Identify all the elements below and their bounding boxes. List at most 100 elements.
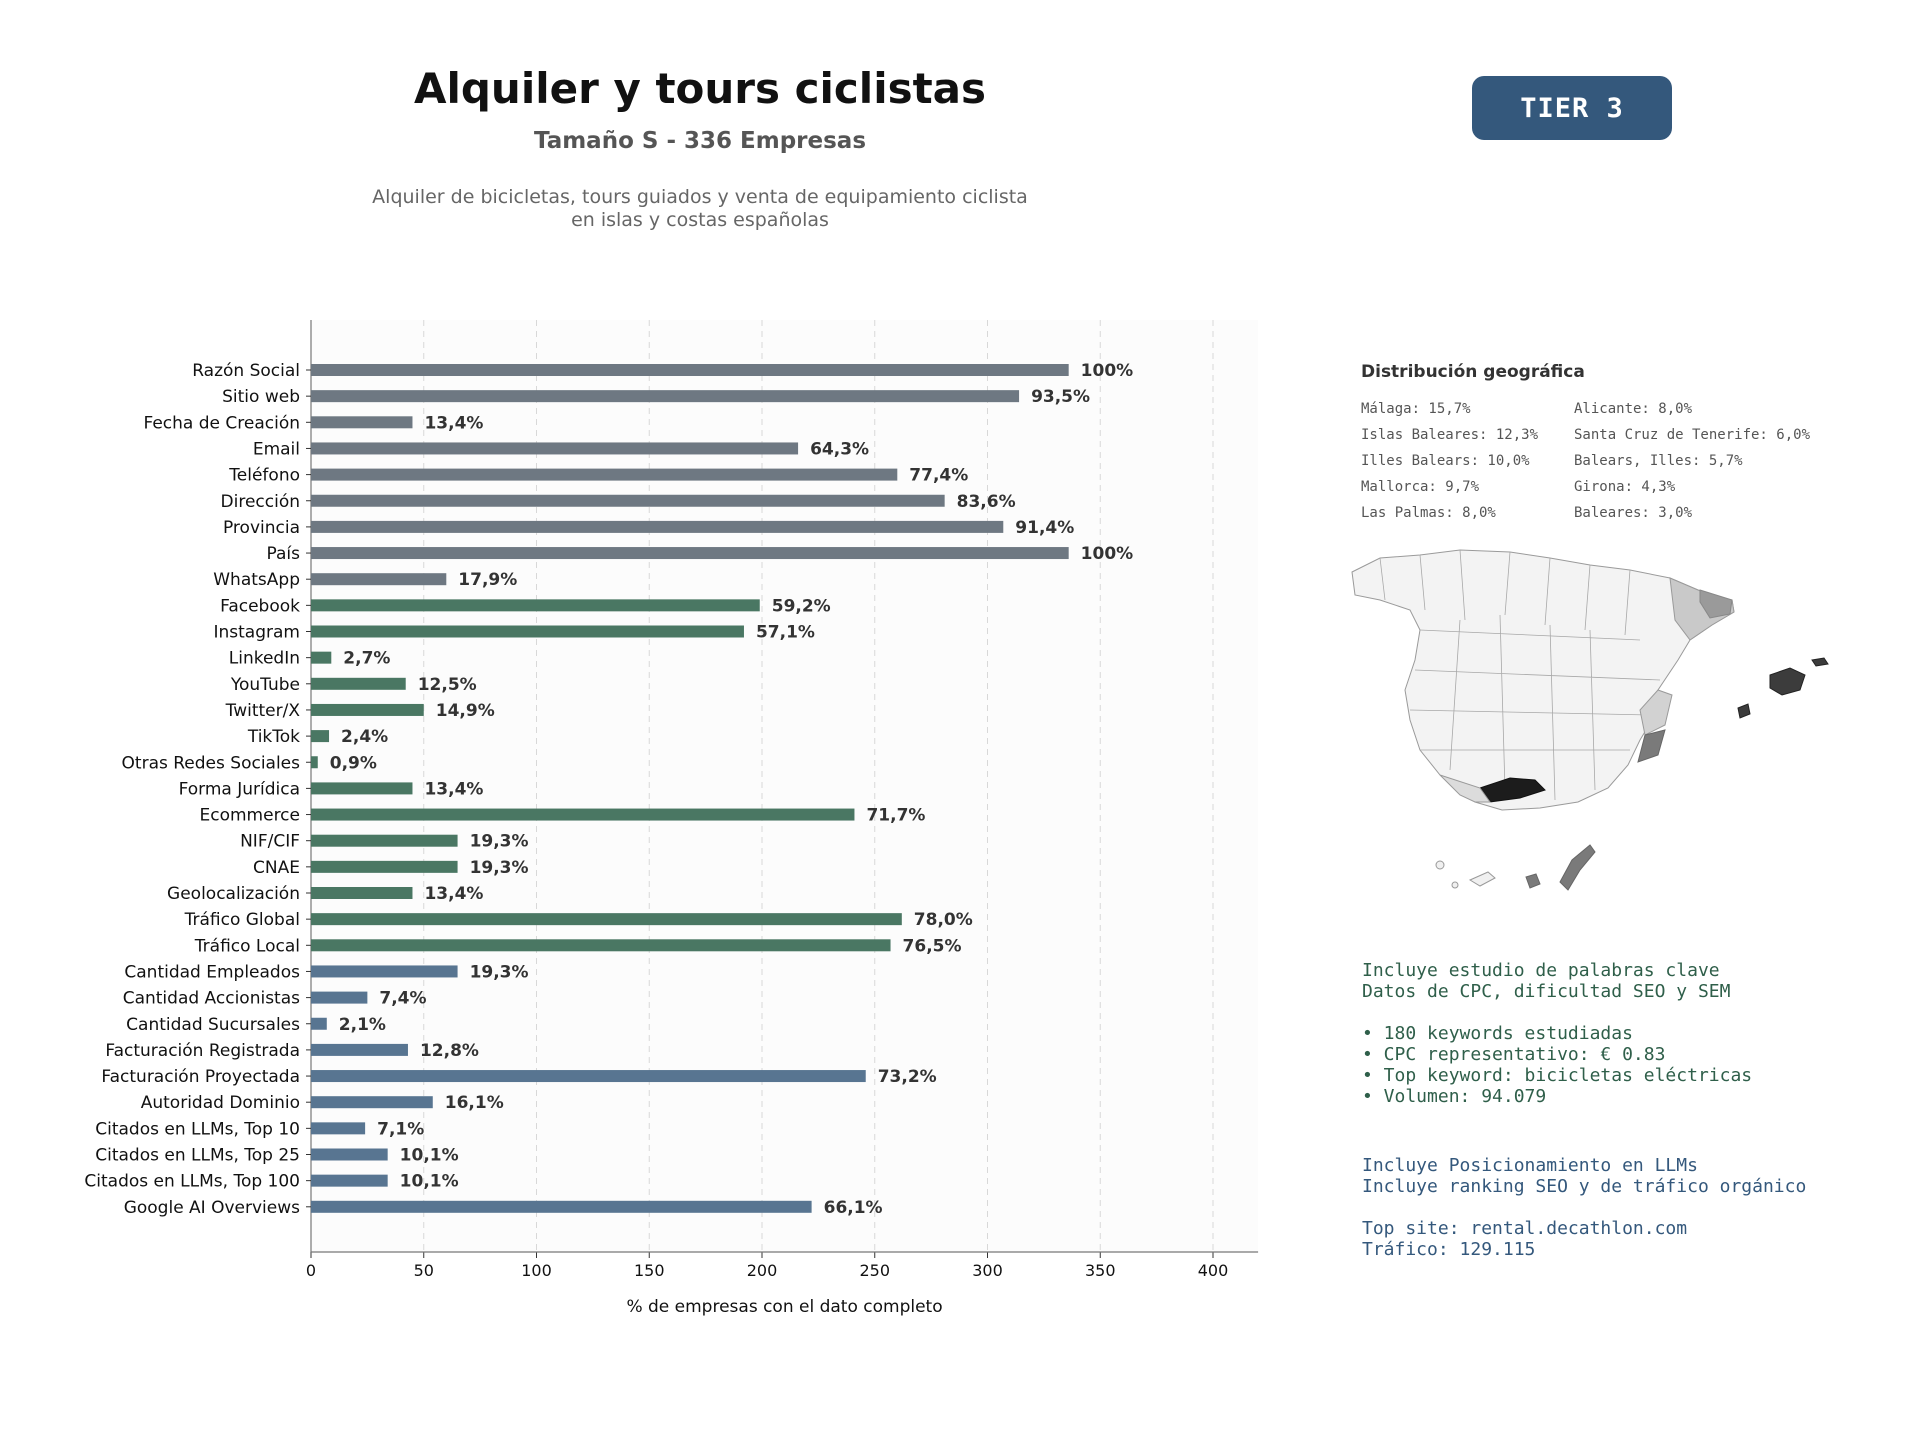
keywords-line: Datos de CPC, dificultad SEO y SEM (1362, 981, 1731, 1002)
bar-chart: 0 50 100 150 200 250 300 350 400 Razón Social 100%… (84, 320, 1259, 1317)
y-tick-label: Facturación Proyectada (101, 1067, 300, 1087)
x-tick-label: 0 (306, 1261, 316, 1280)
data-label: 7,1% (377, 1119, 424, 1139)
bar (311, 808, 855, 821)
data-label: 66,1% (824, 1198, 883, 1218)
bar (311, 756, 318, 769)
data-label: 19,3% (470, 962, 529, 982)
y-tick-label: Tráfico Local (194, 936, 300, 956)
x-tick-label: 350 (1085, 1261, 1116, 1280)
x-tick-label: 50 (414, 1261, 434, 1280)
data-label: 71,7% (866, 806, 925, 826)
y-tick-label: TikTok (247, 727, 300, 747)
y-tick-label: Fecha de Creación (143, 413, 300, 433)
y-tick-label: Cantidad Sucursales (126, 1015, 300, 1035)
data-label: 2,1% (339, 1015, 386, 1035)
llm-line: Top site: rental.decathlon.com (1362, 1218, 1688, 1239)
keywords-line: • 180 keywords estudiadas (1362, 1023, 1633, 1044)
bar (311, 965, 458, 978)
data-label: 76,5% (903, 936, 962, 956)
map-menorca-island (1811, 657, 1829, 667)
data-label: 12,5% (418, 675, 477, 695)
x-tick-label: 250 (859, 1261, 890, 1280)
data-label: 93,5% (1031, 387, 1090, 407)
x-tick-label: 400 (1198, 1261, 1229, 1280)
y-tick-label: Citados en LLMs, Top 10 (95, 1119, 300, 1139)
llm-panel: Incluye Posicionamiento en LLMs Incluye … (1362, 1155, 1806, 1260)
map-alicante-region (1637, 729, 1666, 763)
x-tick-label: 100 (521, 1261, 552, 1280)
bar (311, 416, 413, 429)
data-label: 13,4% (424, 884, 483, 904)
bar (311, 1122, 366, 1135)
bar (311, 703, 424, 716)
map-fuerteventura-island (1559, 844, 1596, 891)
bar (311, 1174, 388, 1187)
bar (311, 1070, 866, 1083)
y-tick-label: Email (253, 439, 300, 459)
spain-map (1351, 549, 1829, 891)
y-tick-label: YouTube (230, 675, 300, 695)
bar (311, 730, 330, 743)
y-tick-label: Facebook (220, 596, 300, 616)
keywords-line: • Volumen: 94.079 (1362, 1086, 1547, 1107)
bar (311, 913, 902, 926)
bar (311, 651, 332, 664)
y-tick-label: Tráfico Global (184, 910, 300, 930)
map-andalusia-region (1439, 774, 1491, 803)
data-label: 13,4% (424, 779, 483, 799)
keywords-line: ​ (1362, 1002, 1752, 1023)
data-label: 91,4% (1015, 518, 1074, 538)
map-gran-canaria-island (1525, 873, 1541, 889)
y-tick-label: Geolocalización (167, 884, 300, 904)
y-tick-label: Sitio web (222, 387, 300, 407)
llm-line: ​ (1362, 1197, 1806, 1218)
geo-item: Mallorca: 9,7% (1361, 479, 1480, 495)
data-label: 83,6% (957, 492, 1016, 512)
map-girona-region (1699, 589, 1733, 619)
description-line: Alquiler de bicicletas, tours guiados y … (372, 186, 1028, 208)
map-mallorca-island (1769, 667, 1806, 696)
y-tick-label: Autoridad Dominio (141, 1093, 300, 1113)
geo-item: Illes Balears: 10,0% (1361, 453, 1530, 469)
bar (311, 468, 898, 481)
llm-line: Tráfico: 129.115 (1362, 1239, 1536, 1260)
page-title: Alquiler y tours ciclistas (413, 64, 987, 113)
bar (311, 573, 447, 586)
bar (311, 1200, 812, 1213)
geo-item: Las Palmas: 8,0% (1361, 505, 1496, 521)
data-label: 2,4% (341, 727, 388, 747)
data-label: 7,4% (379, 989, 426, 1009)
llm-line: Incluye Posicionamiento en LLMs (1362, 1155, 1698, 1176)
x-tick-label: 300 (972, 1261, 1003, 1280)
data-label: 78,0% (914, 910, 973, 930)
keywords-line: • Top keyword: bicicletas eléctricas (1362, 1065, 1753, 1086)
data-label: 12,8% (420, 1041, 479, 1061)
description-line: en islas y costas españolas (571, 209, 829, 231)
keywords-panel: Incluye estudio de palabras clave Datos … (1362, 960, 1752, 1107)
geo-item: Islas Baleares: 12,3% (1361, 427, 1539, 443)
y-tick-label: WhatsApp (213, 570, 300, 590)
y-tick-label: Teléfono (228, 466, 300, 486)
bar (311, 991, 368, 1004)
data-label: 0,9% (330, 753, 377, 773)
bar (311, 1017, 327, 1030)
map-ibiza-island (1737, 703, 1751, 719)
data-label: 100% (1081, 361, 1134, 381)
y-tick-label: Google AI Overviews (124, 1198, 300, 1218)
bar (311, 625, 744, 638)
data-label: 17,9% (458, 570, 517, 590)
data-label: 16,1% (445, 1093, 504, 1113)
map-mainland (1351, 549, 1735, 811)
x-tick-label: 150 (634, 1261, 665, 1280)
x-axis-label: % de empresas con el dato completo (626, 1297, 942, 1317)
y-tick-label: CNAE (253, 858, 300, 878)
llm-line: Incluye ranking SEO y de tráfico orgánic… (1362, 1176, 1807, 1197)
y-tick-label: NIF/CIF (240, 832, 300, 852)
y-tick-label: Ecommerce (200, 806, 301, 826)
map-tenerife-island (1468, 871, 1496, 887)
y-tick-label: LinkedIn (229, 649, 300, 669)
data-label: 10,1% (400, 1172, 459, 1192)
data-label: 59,2% (772, 596, 831, 616)
bar (311, 547, 1069, 560)
